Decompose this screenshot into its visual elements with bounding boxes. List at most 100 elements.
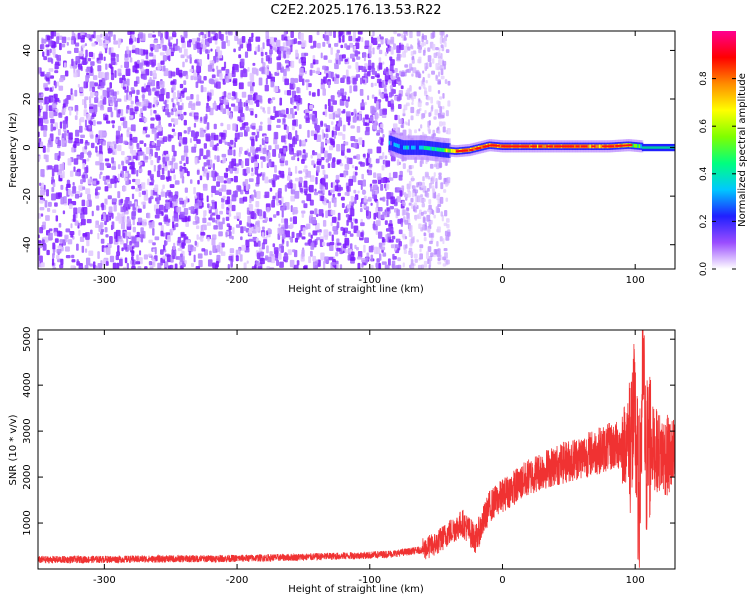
noise-cell <box>150 117 155 121</box>
noise-cell <box>337 192 341 197</box>
noise-cell <box>427 73 431 78</box>
noise-cell <box>81 245 85 253</box>
noise-cell <box>168 191 173 198</box>
noise-cell <box>175 67 180 76</box>
noise-cell <box>268 145 272 151</box>
signal-peak <box>583 145 588 148</box>
colorbar-tick-label: 0.0 <box>699 262 709 277</box>
noise-cell <box>429 163 434 169</box>
noise-cell <box>57 245 62 249</box>
noise-cell <box>97 102 101 107</box>
noise-cell <box>381 165 385 171</box>
noise-cell <box>198 155 201 160</box>
noise-cell <box>38 117 44 126</box>
noise-cell <box>142 130 146 135</box>
noise-cell <box>226 189 232 195</box>
noise-cell <box>193 187 196 195</box>
noise-cell <box>182 138 188 145</box>
noise-cell <box>86 33 91 39</box>
signal-core <box>430 146 434 151</box>
noise-cell <box>293 83 296 89</box>
signal-core <box>414 145 418 150</box>
noise-cell <box>298 170 303 174</box>
noise-cell <box>370 42 373 47</box>
noise-cell <box>56 36 60 45</box>
noise-cell <box>108 206 113 213</box>
noise-cell <box>262 147 267 155</box>
noise-cell <box>420 196 423 203</box>
noise-cell <box>156 170 161 178</box>
noise-cell <box>262 156 266 162</box>
noise-cell <box>435 63 440 70</box>
noise-cell <box>294 165 298 174</box>
noise-cell <box>99 162 105 171</box>
noise-cell <box>326 242 331 247</box>
noise-cell <box>392 253 395 260</box>
noise-cell <box>245 228 250 233</box>
noise-cell <box>397 114 400 120</box>
noise-cell <box>82 177 86 183</box>
noise-cell <box>397 218 402 224</box>
noise-cell <box>206 149 210 157</box>
noise-cell <box>340 196 345 201</box>
noise-cell <box>85 257 91 266</box>
noise-cell <box>172 102 175 108</box>
noise-cell <box>234 132 240 140</box>
noise-cell <box>371 36 374 44</box>
signal-core <box>439 147 443 152</box>
noise-cell <box>372 194 378 199</box>
noise-cell <box>260 51 264 57</box>
noise-cell <box>246 207 250 215</box>
noise-cell <box>382 252 387 257</box>
noise-cell <box>390 47 394 55</box>
noise-cell <box>132 226 136 233</box>
noise-cell <box>68 203 73 210</box>
noise-cell <box>287 175 291 181</box>
noise-cell <box>419 253 423 260</box>
noise-cell <box>388 79 392 84</box>
noise-cell <box>318 231 322 236</box>
signal-core <box>406 145 410 150</box>
noise-cell <box>402 51 407 58</box>
noise-cell <box>160 230 164 237</box>
noise-cell <box>283 118 286 123</box>
noise-cell <box>113 40 119 45</box>
noise-cell <box>104 72 110 80</box>
noise-cell <box>332 226 338 232</box>
noise-cell <box>305 169 309 175</box>
noise-cell <box>124 156 129 161</box>
noise-cell <box>423 260 428 268</box>
noise-cell <box>161 211 164 216</box>
noise-cell <box>262 173 265 181</box>
noise-cell <box>427 258 430 265</box>
noise-cell <box>134 106 139 112</box>
noise-cell <box>195 81 199 89</box>
y-tick-label: 5000 <box>22 326 33 351</box>
noise-cell <box>136 254 139 261</box>
noise-cell <box>373 220 376 226</box>
noise-cell <box>285 160 289 166</box>
noise-cell <box>403 45 408 53</box>
noise-cell <box>100 228 104 233</box>
noise-cell <box>372 37 378 45</box>
noise-cell <box>218 191 222 197</box>
noise-cell <box>354 196 357 204</box>
noise-cell <box>354 171 358 176</box>
noise-cell <box>226 124 231 130</box>
noise-cell <box>248 152 251 157</box>
noise-cell <box>47 165 53 170</box>
noise-cell <box>384 38 389 44</box>
noise-cell <box>54 65 59 70</box>
signal-core <box>415 145 419 150</box>
noise-cell <box>90 91 94 99</box>
noise-cell <box>272 148 277 157</box>
noise-cell <box>130 87 135 91</box>
signal-core <box>589 144 593 149</box>
noise-cell <box>64 70 69 77</box>
signal-peak <box>493 144 498 147</box>
noise-cell <box>247 81 253 87</box>
noise-cell <box>65 228 71 233</box>
noise-cell <box>100 238 105 244</box>
noise-cell <box>375 230 378 235</box>
noise-cell <box>431 70 435 75</box>
